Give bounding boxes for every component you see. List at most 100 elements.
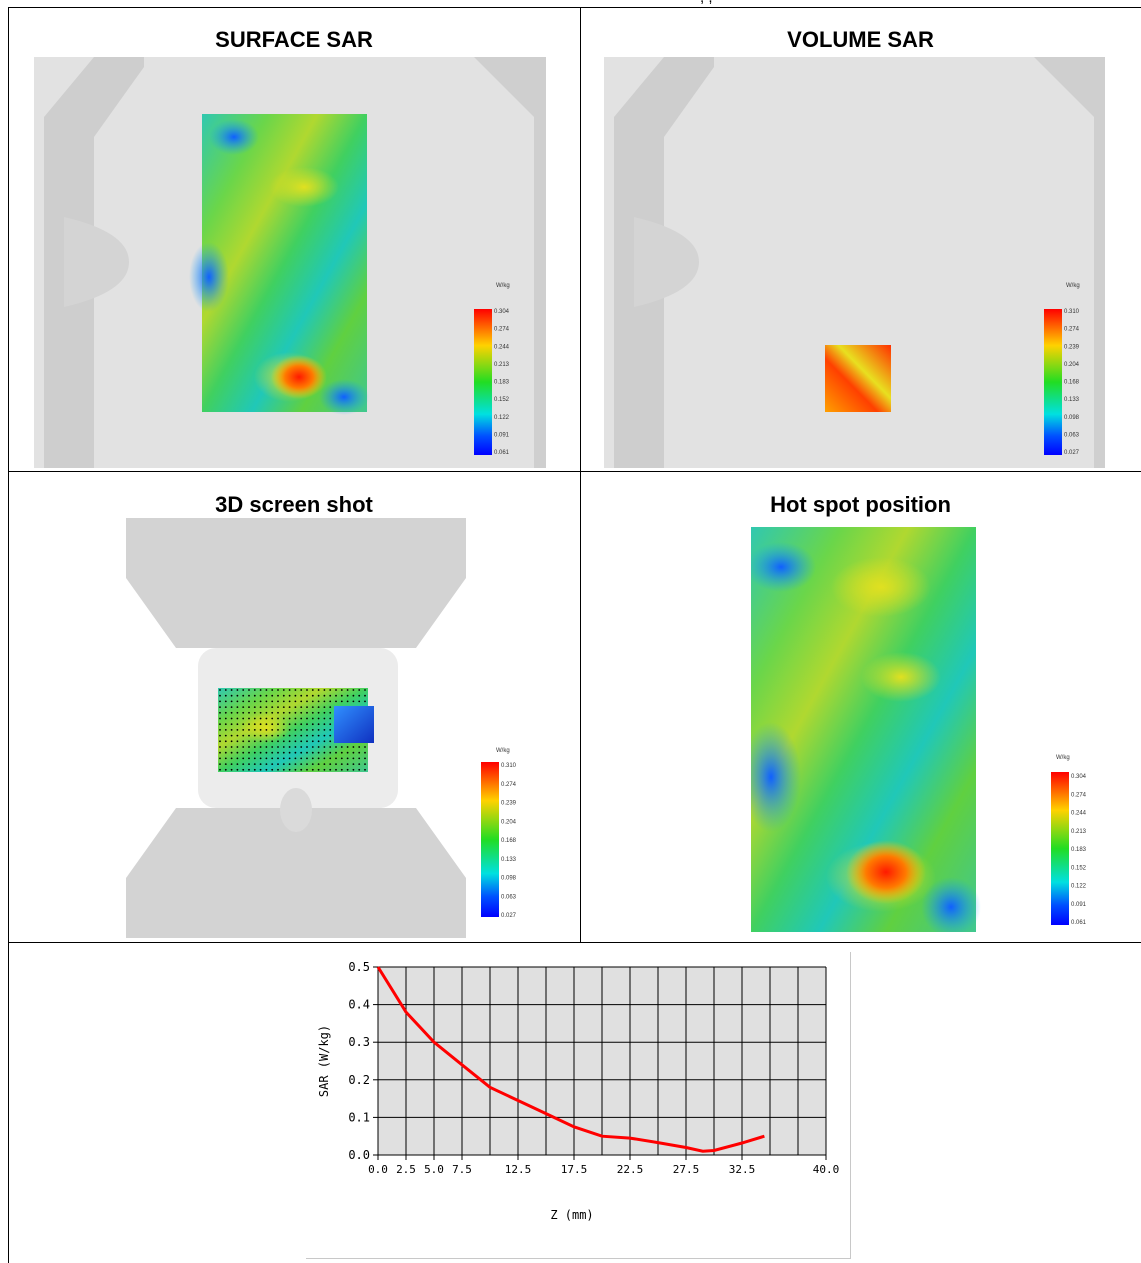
measurement-point [277, 763, 279, 765]
measurement-point [364, 763, 366, 765]
measurement-point [294, 734, 297, 737]
measurement-point [265, 763, 268, 765]
measurement-point [230, 689, 233, 691]
measurement-point [306, 763, 308, 765]
measurement-point [230, 711, 233, 714]
measurement-point [282, 694, 285, 697]
measurement-point [346, 694, 349, 697]
measurement-point [300, 740, 303, 743]
legend-tick-label: 0.274 [1071, 792, 1087, 798]
legend-unit: W/kg [1056, 755, 1070, 761]
measurement-point [271, 694, 274, 697]
y-tick-label: 0.2 [348, 1073, 370, 1087]
legend-tick-label: 0.098 [1064, 415, 1080, 421]
measurement-point [242, 694, 245, 697]
measurement-point [236, 768, 239, 771]
measurement-point [352, 689, 355, 691]
x-tick-label: 40.0 [813, 1163, 840, 1176]
legend-tick-label: 0.213 [494, 362, 510, 368]
measurement-point [248, 757, 250, 760]
measurement-point [271, 700, 274, 703]
measurement-point [335, 768, 337, 771]
measurement-point [352, 768, 355, 771]
measurement-point [288, 689, 291, 691]
measurement-point [329, 694, 332, 697]
measurement-point [300, 723, 303, 726]
legend-tick-label: 0.304 [1071, 774, 1087, 780]
measurement-point [306, 751, 308, 754]
hot-spot-map [751, 527, 981, 932]
measurement-point [271, 717, 274, 720]
chart-grid [377, 966, 827, 1156]
measurement-point [277, 746, 279, 748]
measurement-point [329, 740, 332, 743]
measurement-point [236, 711, 239, 714]
measurement-point [253, 768, 256, 771]
measurement-point [311, 717, 314, 720]
measurement-point [282, 768, 285, 771]
measurement-point [224, 763, 227, 765]
measurement-point [282, 763, 285, 765]
x-tick-label: 22.5 [617, 1163, 644, 1176]
x-tick-label: 12.5 [505, 1163, 532, 1176]
legend-tick-label: 0.061 [1071, 920, 1087, 926]
measurement-point [265, 694, 268, 697]
measurement-point [253, 746, 256, 748]
measurement-point [242, 768, 245, 771]
x-tick-label: 5.0 [424, 1163, 444, 1176]
measurement-point [242, 734, 245, 737]
measurement-point [288, 729, 291, 731]
measurement-point [294, 768, 297, 771]
measurement-point [277, 757, 279, 760]
measurement-point [335, 694, 337, 697]
measurement-point [323, 729, 326, 731]
measurement-point [311, 729, 314, 731]
measurement-point [248, 740, 250, 743]
phantom-rim-right [1034, 57, 1105, 468]
measurement-point [236, 689, 239, 691]
measurement-point [248, 768, 250, 771]
measurement-point [288, 723, 291, 726]
legend-tick-label: 0.091 [1071, 902, 1087, 908]
measurement-point [294, 763, 297, 765]
measurement-point [323, 723, 326, 726]
measurement-point [219, 706, 221, 708]
phantom-ear [64, 217, 129, 307]
measurement-point [248, 734, 250, 737]
measurement-point [253, 734, 256, 737]
measurement-point [300, 746, 303, 748]
measurement-point [300, 729, 303, 731]
measurement-point [282, 746, 285, 748]
measurement-point [219, 734, 221, 737]
surface-sar-legend: W/kg 0.304 0.274 0.244 0.213 0.183 0.152 0.122… [474, 283, 510, 456]
legend-tick-label: 0.310 [501, 763, 517, 769]
measurement-point [311, 763, 314, 765]
measurement-point [265, 717, 268, 720]
measurement-point [253, 700, 256, 703]
measurement-point [364, 700, 366, 703]
x-tick-label: 27.5 [673, 1163, 700, 1176]
measurement-point [253, 751, 256, 754]
legend-tick-label: 0.204 [501, 819, 517, 825]
measurement-point [248, 763, 250, 765]
measurement-point [219, 751, 221, 754]
measurement-point [282, 711, 285, 714]
z-scan-chart: 0.0 0.1 0.2 0.3 0.4 0.5 0.0 2.5 5.0 7.5 12.5 17.5 2… [306, 952, 851, 1259]
measurement-point [340, 751, 343, 754]
measurement-point [224, 740, 227, 743]
measurement-point [230, 751, 233, 754]
measurement-point [271, 723, 274, 726]
measurement-point [230, 706, 233, 708]
measurement-point [224, 768, 227, 771]
measurement-point [230, 757, 233, 760]
measurement-point [236, 746, 239, 748]
measurement-point [248, 711, 250, 714]
measurement-point [242, 751, 245, 754]
measurement-point [242, 723, 245, 726]
measurement-point [248, 723, 250, 726]
measurement-point [253, 729, 256, 731]
measurement-point [311, 711, 314, 714]
measurement-point [323, 717, 326, 720]
measurement-point [329, 723, 332, 726]
measurement-point [306, 757, 308, 760]
